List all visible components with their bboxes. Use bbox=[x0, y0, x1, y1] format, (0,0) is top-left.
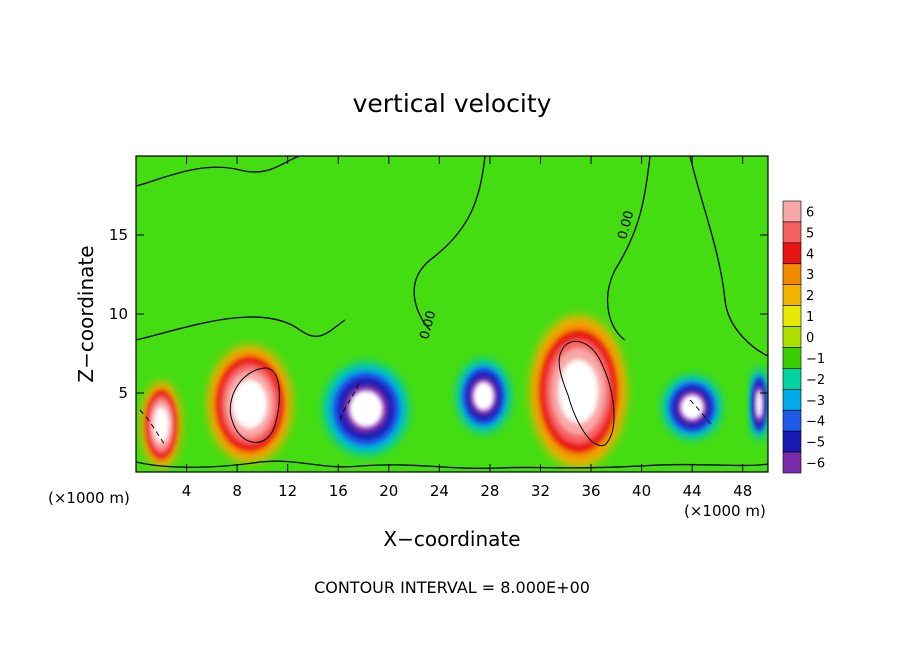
y-tick-label: 15 bbox=[109, 226, 128, 244]
colorbar-swatch bbox=[782, 221, 802, 244]
colorbar-swatch bbox=[782, 326, 802, 348]
colorbar-swatch bbox=[782, 368, 802, 390]
updraft-cell bbox=[208, 345, 292, 463]
zero-contour-line bbox=[413, 156, 486, 331]
downdraft-cell bbox=[662, 375, 722, 439]
y-axis-ticks: 5 10 15 bbox=[109, 226, 768, 402]
downdraft-cell bbox=[749, 367, 768, 441]
colorbar-label: −1 bbox=[806, 352, 825, 367]
contour-lines bbox=[136, 156, 768, 469]
updraft-cell bbox=[142, 381, 181, 468]
colorbar-label: 4 bbox=[806, 247, 814, 262]
colorbar-label: −5 bbox=[806, 436, 825, 451]
zero-contour-line bbox=[136, 156, 301, 187]
saturated-core bbox=[558, 359, 599, 424]
x-tick-label: 16 bbox=[329, 482, 348, 500]
inner-contour-loop bbox=[229, 367, 280, 443]
contour-interval-note: CONTOUR INTERVAL = 8.000E+00 bbox=[314, 578, 590, 597]
dashed-contour-line bbox=[139, 409, 166, 446]
zero-contour-line bbox=[689, 156, 768, 357]
downdraft-cell bbox=[457, 359, 511, 433]
x-tick-label: 12 bbox=[278, 482, 297, 500]
chart-title: vertical velocity bbox=[353, 89, 552, 118]
dashed-contour-line bbox=[339, 379, 361, 421]
colorbar: 6 5 4 3 2 1 0 −1 −2 −3 −4 −5 −6 bbox=[782, 200, 825, 474]
downdraft-cell bbox=[323, 362, 409, 456]
x-unit-right: (×1000 m) bbox=[684, 502, 766, 520]
y-tick-label: 10 bbox=[109, 305, 128, 323]
dashed-contour-line bbox=[689, 399, 713, 426]
colorbar-label: −2 bbox=[806, 373, 825, 388]
x-axis-label: X−coordinate bbox=[383, 527, 520, 551]
colorbar-label: −4 bbox=[806, 415, 825, 430]
zero-contour-line bbox=[136, 316, 346, 341]
x-tick-label: 8 bbox=[232, 482, 242, 500]
zero-contour-line bbox=[136, 460, 768, 469]
colorbar-swatch bbox=[782, 284, 802, 306]
colorbar-swatch bbox=[782, 451, 802, 474]
saturated-core bbox=[232, 379, 268, 429]
colorbar-swatch bbox=[782, 200, 802, 223]
colorbar-label: 0 bbox=[806, 331, 814, 346]
saturated-core bbox=[349, 390, 384, 428]
x-tick-label: 48 bbox=[733, 482, 752, 500]
y-axis-label: Z−coordinate bbox=[74, 245, 98, 382]
contour-label: 0.00 bbox=[417, 309, 439, 341]
x-unit-left: (×1000 m) bbox=[48, 489, 130, 507]
x-tick-label: 44 bbox=[683, 482, 702, 500]
saturated-core bbox=[472, 381, 495, 411]
zero-contour-line bbox=[607, 156, 651, 341]
x-tick-label: 40 bbox=[632, 482, 651, 500]
saturated-core bbox=[680, 394, 704, 420]
x-tick-label: 32 bbox=[531, 482, 550, 500]
contour-label: 0.00 bbox=[615, 209, 637, 241]
colorbar-label: 3 bbox=[806, 268, 814, 283]
colorbar-label: 5 bbox=[806, 226, 814, 241]
saturated-core bbox=[153, 406, 170, 443]
x-tick-label: 20 bbox=[379, 482, 398, 500]
x-axis-ticks: 4 8 12 16 20 24 28 32 36 40 44 48 bbox=[182, 156, 752, 500]
x-tick-label: 24 bbox=[430, 482, 449, 500]
colorbar-swatch bbox=[782, 409, 802, 432]
updraft-cell bbox=[530, 315, 627, 468]
inner-contour-loop bbox=[558, 340, 615, 446]
x-tick-label: 28 bbox=[480, 482, 499, 500]
y-tick-label: 5 bbox=[118, 384, 128, 402]
colorbar-label: 6 bbox=[806, 205, 814, 220]
colorbar-swatch bbox=[782, 347, 802, 369]
colorbar-swatch bbox=[782, 242, 802, 265]
x-tick-label: 4 bbox=[182, 482, 192, 500]
colorbar-swatch bbox=[782, 430, 802, 453]
colorbar-label: −6 bbox=[806, 457, 825, 472]
colorbar-label: −3 bbox=[806, 394, 825, 409]
colorbar-label: 2 bbox=[806, 289, 814, 304]
colorbar-swatch bbox=[782, 263, 802, 285]
x-tick-label: 36 bbox=[581, 482, 600, 500]
colorbar-swatch bbox=[782, 305, 802, 327]
colorbar-swatch bbox=[782, 389, 802, 411]
colorbar-label: 1 bbox=[806, 310, 814, 325]
saturated-core bbox=[755, 389, 763, 419]
